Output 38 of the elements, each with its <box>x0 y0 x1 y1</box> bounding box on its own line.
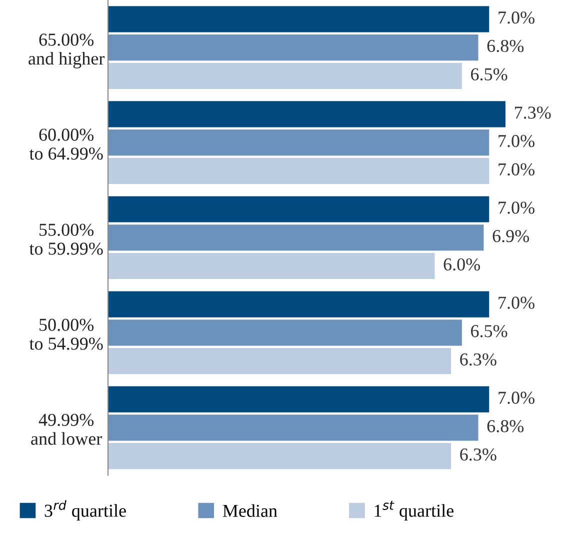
bar <box>108 443 452 470</box>
bar <box>108 291 490 318</box>
y-tick-label: 49.99% and lower <box>31 414 102 445</box>
bar <box>108 348 452 374</box>
data-label: 6.3% <box>460 448 496 461</box>
bar <box>108 320 462 346</box>
data-label: 6.5% <box>471 325 508 338</box>
bar <box>108 130 490 156</box>
data-label: 7.0% <box>498 11 534 24</box>
legend-label: 1$^{st}$ quartile <box>374 500 454 521</box>
data-label: 6.9% <box>492 230 530 242</box>
legend-label: 3$^{rd}$ quartile <box>44 500 126 521</box>
bar <box>108 158 490 184</box>
bar <box>108 252 435 280</box>
y-tick-label: 60.00% to 64.99% <box>29 128 103 160</box>
bar <box>108 101 506 128</box>
data-label: 6.8% <box>487 420 524 432</box>
data-label: 6.3% <box>460 353 496 366</box>
y-tick-label: 65.00% and higher <box>28 34 105 68</box>
bar <box>108 196 490 222</box>
data-label: 6.0% <box>444 258 480 271</box>
data-label: 7.3% <box>514 106 551 119</box>
data-label: 7.0% <box>498 163 534 176</box>
bar <box>108 224 484 251</box>
y-tick-label: 55.00% to 59.99% <box>29 224 103 255</box>
data-label: 6.5% <box>471 68 508 80</box>
y-tick-label: 50.00% to 54.99% <box>29 318 103 350</box>
legend-label: Median <box>222 504 278 517</box>
data-label: 7.0% <box>498 202 534 214</box>
bar <box>108 62 462 89</box>
bar <box>108 386 490 412</box>
bar <box>108 6 490 32</box>
data-label: 7.0% <box>498 392 534 404</box>
bar <box>108 34 478 61</box>
data-label: 6.8% <box>487 40 524 52</box>
data-label: 7.0% <box>498 134 534 148</box>
data-label: 7.0% <box>498 296 534 309</box>
bar <box>108 414 478 441</box>
